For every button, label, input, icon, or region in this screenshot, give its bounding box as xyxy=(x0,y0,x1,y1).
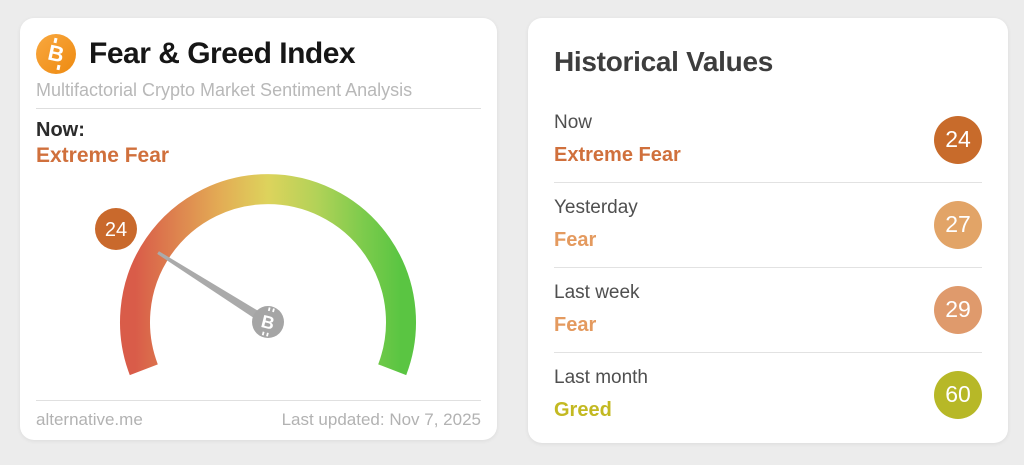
table-row: Now Extreme Fear 24 xyxy=(554,98,982,183)
historical-values-card: Historical Values Now Extreme Fear 24 Ye… xyxy=(528,18,1008,443)
now-label: Now: xyxy=(36,119,85,141)
row-classification: Fear xyxy=(554,314,597,336)
row-period: Last week xyxy=(554,282,640,303)
header-divider xyxy=(36,108,481,109)
value-badge: 27 xyxy=(934,200,982,249)
subtitle: Multifactorial Crypto Market Sentiment A… xyxy=(36,80,413,100)
bitcoin-hub-icon: B xyxy=(259,307,277,337)
historical-rows: Now Extreme Fear 24 Yesterday Fear 27 La… xyxy=(554,98,982,437)
gauge: B 24 xyxy=(36,169,481,412)
value-badge: 24 xyxy=(934,115,982,164)
row-period: Yesterday xyxy=(554,197,638,218)
source-link[interactable]: alternative.me xyxy=(36,410,143,429)
gauge-hub xyxy=(252,306,284,338)
bitcoin-icon: B xyxy=(36,34,76,74)
gauge-needle xyxy=(157,251,271,326)
row-classification: Extreme Fear xyxy=(554,144,681,166)
gauge-value: 24 xyxy=(105,219,127,241)
row-period: Now xyxy=(554,112,593,133)
last-updated: Last updated: Nov 7, 2025 xyxy=(281,410,481,429)
fear-greed-card: B Fear & Greed Index Multifactorial Cryp… xyxy=(20,18,497,440)
gauge-arc xyxy=(120,174,416,376)
row-period: Last month xyxy=(554,367,648,388)
row-classification: Fear xyxy=(554,229,597,251)
fear-greed-header: B Fear & Greed Index xyxy=(36,34,481,74)
card-footer: alternative.me Last updated: Nov 7, 2025 xyxy=(36,400,481,430)
gauge-value-badge xyxy=(95,208,137,250)
gauge-svg: B 24 xyxy=(95,174,416,376)
table-row: Yesterday Fear 27 xyxy=(554,183,982,268)
table-row: Last week Fear 29 xyxy=(554,268,982,353)
value-badge: 60 xyxy=(934,370,982,419)
row-classification: Greed xyxy=(554,399,612,421)
historical-title: Historical Values xyxy=(554,46,774,77)
now-classification: Extreme Fear xyxy=(36,144,170,167)
table-row: Last month Greed 60 xyxy=(554,353,982,437)
svg-text:B: B xyxy=(259,311,276,334)
page-title: Fear & Greed Index xyxy=(89,37,356,70)
value-badge: 29 xyxy=(934,285,982,334)
